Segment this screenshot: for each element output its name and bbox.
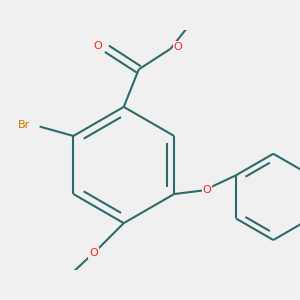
Text: O: O [203, 184, 212, 195]
Text: O: O [174, 42, 182, 52]
Text: O: O [93, 41, 102, 51]
Text: O: O [89, 248, 98, 258]
Text: Br: Br [18, 120, 30, 130]
